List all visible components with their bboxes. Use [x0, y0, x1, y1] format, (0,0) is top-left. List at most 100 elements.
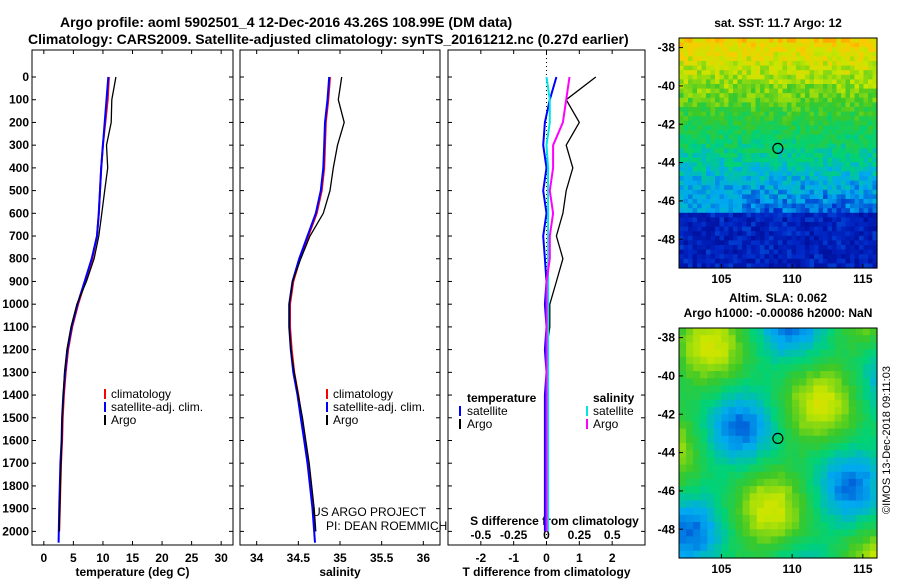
map-cell	[737, 143, 743, 149]
y-tick-label: 1400	[2, 388, 29, 402]
map-cell	[701, 134, 707, 140]
map-cell	[773, 254, 779, 260]
map-cell	[755, 47, 761, 53]
map-cell	[854, 42, 860, 48]
map-cell	[791, 111, 797, 117]
map-cell	[872, 139, 878, 145]
map-cell	[679, 139, 685, 145]
map-cell	[692, 102, 698, 108]
map-cell	[700, 478, 708, 487]
x-tick-label: -2	[475, 551, 486, 565]
map-cell	[800, 97, 806, 103]
map-cell	[679, 199, 685, 205]
y-tick-label: 2000	[2, 524, 29, 538]
map-cell	[710, 185, 716, 191]
map-cell	[782, 70, 788, 76]
map-cell	[769, 134, 775, 140]
map-cell	[751, 47, 757, 53]
map-cell	[832, 61, 838, 67]
map-cell	[845, 130, 851, 136]
map-cell	[796, 263, 802, 269]
map-cell	[823, 217, 829, 223]
map-cell	[841, 235, 847, 241]
map-cell	[809, 139, 815, 145]
map-cell	[818, 116, 824, 122]
map-cell	[787, 125, 793, 131]
map-cell	[862, 399, 871, 408]
map-cell	[679, 328, 687, 336]
map-cell	[859, 134, 865, 140]
map-cell	[764, 189, 770, 195]
map-cell	[721, 493, 730, 502]
map-cell	[764, 74, 770, 80]
map-cell	[735, 529, 744, 538]
map-cell	[820, 392, 829, 401]
map-cell	[778, 203, 784, 209]
map-cell	[792, 529, 800, 538]
map-frame	[678, 37, 878, 269]
map-cell	[832, 51, 838, 57]
map-cell	[700, 500, 708, 509]
map-cell	[863, 42, 869, 48]
map-cell	[755, 143, 761, 149]
map-cell	[863, 222, 869, 228]
map-cell	[869, 478, 878, 487]
map-cell	[809, 74, 815, 80]
map-cell	[686, 399, 694, 408]
map-cell	[715, 74, 721, 80]
map-cell	[686, 493, 694, 502]
map-cell	[701, 226, 707, 232]
map-cell	[728, 42, 734, 48]
map-cell	[679, 153, 685, 159]
map-cell	[791, 116, 797, 122]
map-cell	[841, 134, 847, 140]
map-cell	[755, 84, 761, 90]
map-cell	[813, 407, 822, 415]
map-cell	[854, 125, 860, 131]
map-cell	[733, 56, 739, 62]
map-cell	[773, 189, 779, 195]
map-cell	[859, 139, 865, 145]
map-cell	[769, 235, 775, 241]
map-cell	[737, 249, 743, 255]
map-cell	[701, 79, 707, 85]
map-cell	[719, 88, 725, 94]
map-cell	[728, 356, 737, 365]
map-cell	[751, 139, 757, 145]
map-cell	[872, 171, 878, 177]
map-cell	[683, 162, 689, 168]
map-cell	[785, 443, 793, 451]
map-cell	[799, 522, 807, 530]
map-cell	[863, 153, 869, 159]
map-cell	[763, 500, 772, 509]
map-cell	[872, 93, 878, 99]
map-cell	[814, 254, 820, 260]
map-cell	[715, 102, 721, 108]
map-cell	[848, 349, 857, 358]
map-cell	[724, 107, 730, 113]
map-cell	[782, 185, 788, 191]
map-cell	[746, 240, 752, 246]
map-cell	[782, 125, 788, 131]
map-cell	[827, 235, 833, 241]
map-cell	[792, 335, 800, 343]
map-cell	[823, 240, 829, 246]
map-cell	[863, 61, 869, 67]
map-cell	[868, 176, 874, 182]
map-cell	[868, 125, 874, 131]
map-cell	[692, 65, 698, 71]
map-cell	[749, 328, 758, 336]
map-cell	[841, 189, 847, 195]
map-cell	[850, 157, 856, 163]
map-cell	[751, 199, 757, 205]
map-cell	[872, 97, 878, 103]
map-cell	[800, 134, 806, 140]
map-cell	[814, 240, 820, 246]
map-y-tick-label: -48	[658, 232, 676, 246]
map-cell	[742, 407, 751, 415]
map-cell	[869, 529, 878, 538]
map-cell	[868, 42, 874, 48]
map-cell	[742, 428, 751, 437]
map-cell	[872, 134, 878, 140]
map-cell	[769, 61, 775, 67]
